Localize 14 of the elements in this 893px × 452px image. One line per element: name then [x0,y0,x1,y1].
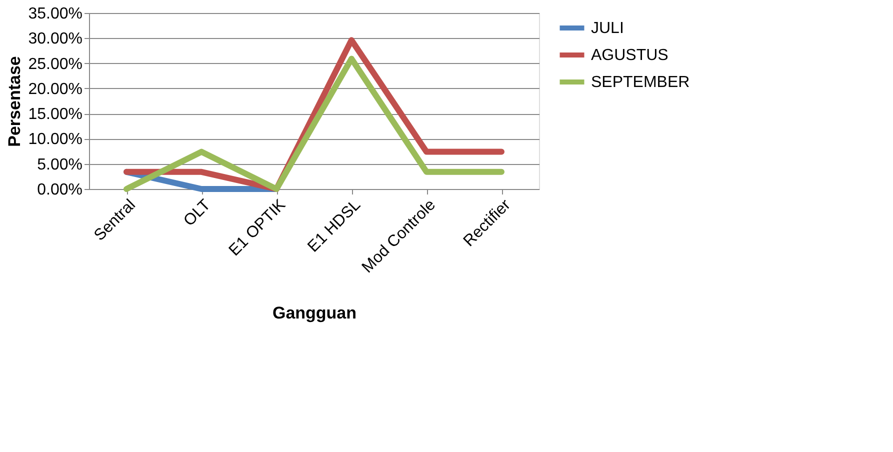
y-tick-label: 30.00% [28,30,82,48]
y-tick-label: 5.00% [37,156,82,174]
legend-label: SEPTEMBER [591,74,690,91]
x-tick-label: OLT [180,196,214,230]
y-tick-label: 15.00% [28,106,82,124]
y-tick-label: 0.00% [37,182,82,198]
legend-label: JULI [591,20,624,37]
y-tick-label: 10.00% [28,131,82,148]
y-tick-label: 35.00% [28,6,82,22]
y-axis-title: Persentase [5,56,24,147]
y-tick-label: 20.00% [28,80,82,98]
legend-label: AGUSTUS [591,47,668,64]
x-axis-title: Gangguan [272,304,357,323]
y-tick-label: 25.00% [28,56,82,73]
